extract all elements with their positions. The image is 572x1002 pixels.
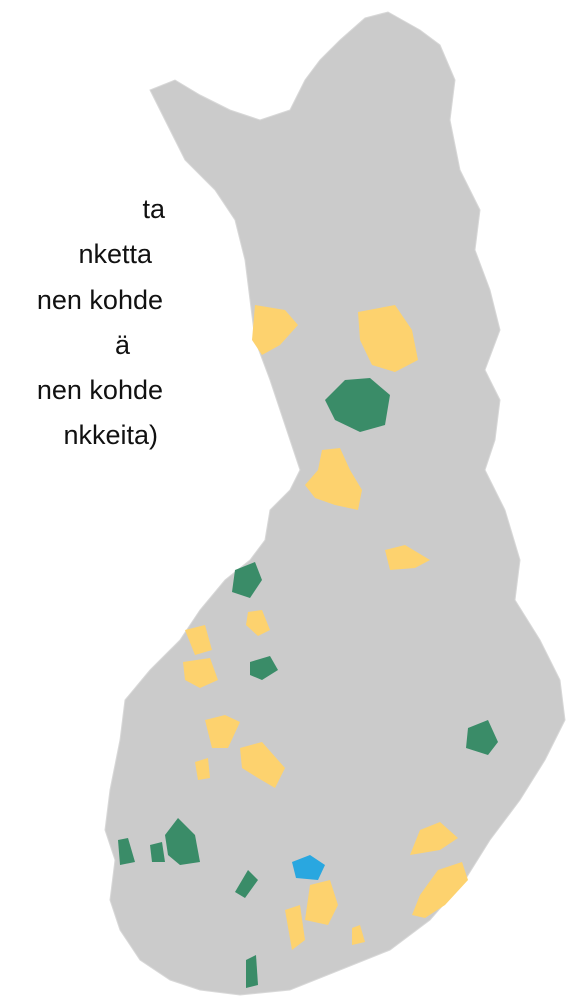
region-yellow	[205, 715, 240, 748]
region-yellow	[305, 448, 362, 510]
region-green	[325, 378, 390, 432]
region-yellow	[183, 658, 218, 688]
region-yellow	[240, 742, 285, 788]
regions	[118, 305, 498, 988]
region-green	[150, 842, 165, 862]
region-green	[466, 720, 498, 755]
region-yellow	[305, 880, 338, 925]
legend-line: nketta	[78, 239, 153, 269]
region-yellow	[252, 305, 298, 355]
region-yellow	[385, 545, 430, 570]
legend-line: nkkeita)	[63, 420, 158, 450]
region-yellow	[285, 905, 305, 950]
region-green	[118, 838, 135, 865]
legend-line: nen kohde	[37, 375, 163, 405]
region-yellow	[195, 758, 210, 780]
region-yellow	[412, 862, 468, 918]
region-green	[232, 562, 262, 598]
region-yellow	[246, 610, 270, 636]
region-yellow	[410, 822, 458, 855]
region-blue	[292, 855, 325, 880]
legend-line: nen kohde	[37, 285, 163, 315]
region-yellow	[185, 625, 212, 655]
legend: ta nketta nen kohde ä nen kohde nkkeita)	[37, 194, 166, 450]
legend-line: ä	[115, 330, 131, 360]
region-green	[235, 870, 258, 898]
region-green	[246, 955, 258, 988]
region-yellow	[352, 925, 365, 945]
region-yellow	[358, 305, 418, 372]
legend-line: ta	[142, 194, 166, 224]
region-green	[165, 818, 200, 865]
region-green	[250, 656, 278, 680]
